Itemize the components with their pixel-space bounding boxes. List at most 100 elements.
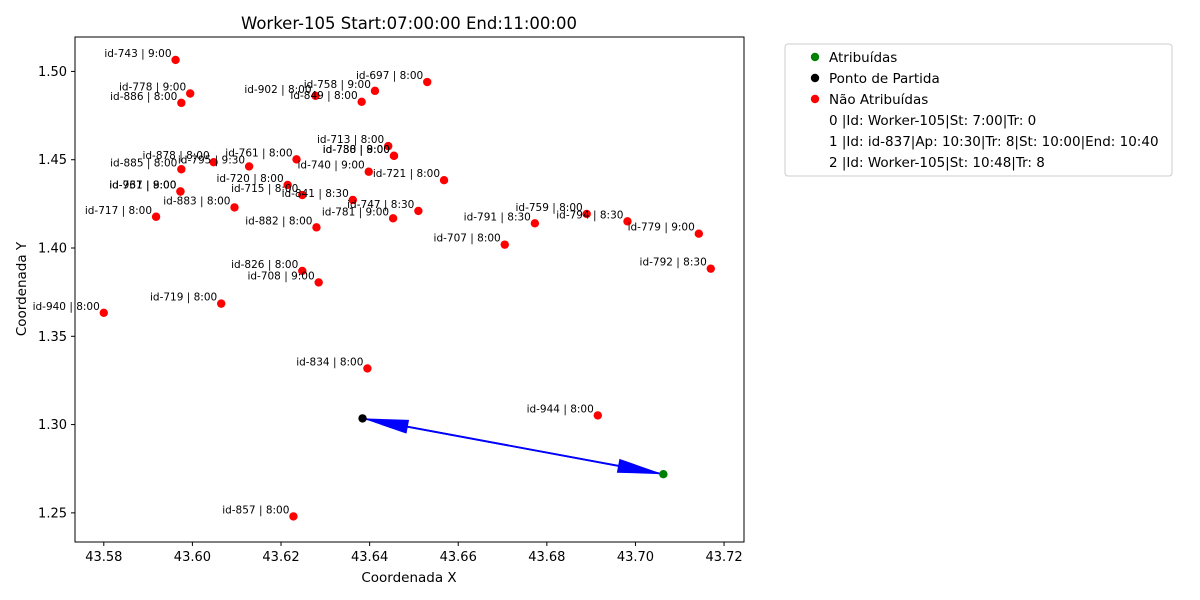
legend-entry-label: Atribuídas <box>829 50 897 66</box>
point-label: id-883 | 8:00 <box>163 195 230 207</box>
point-label: id-719 | 8:00 <box>150 292 217 304</box>
scatter-point <box>314 278 323 287</box>
scatter-point <box>244 162 254 171</box>
point-label: id-761 | 8:00 <box>225 147 292 159</box>
scatter-point <box>357 97 366 107</box>
y-tick-label: 1.25 <box>38 506 67 521</box>
scatter-point <box>659 469 668 479</box>
point-label: id-878 | 8:00 <box>142 150 209 162</box>
legend-entry-label: Ponto de Partida <box>829 71 940 87</box>
point-label: id-717 | 8:00 <box>85 205 152 217</box>
x-tick-label: 43.72 <box>705 550 742 565</box>
scatter-point <box>389 151 399 161</box>
point-label: id-759 | 8:00 <box>515 202 582 214</box>
scatter-point <box>177 165 186 174</box>
point-label: id-826 | 8:00 <box>231 259 298 271</box>
point-label: id-841 | 8:30 <box>282 188 349 200</box>
point-label: id-882 | 8:00 <box>245 215 312 227</box>
scatter-point <box>500 240 509 249</box>
point-label: id-713 | 8:00 <box>317 134 384 146</box>
y-tick-label: 1.50 <box>38 65 67 80</box>
scatter-point <box>289 512 298 521</box>
scatter-point <box>283 180 292 190</box>
point-label: id-940 | 8:00 <box>33 301 100 313</box>
x-axis-title: Coordenada X <box>361 570 456 586</box>
y-tick-label: 1.45 <box>38 153 67 168</box>
legend-marker <box>810 52 820 62</box>
scatter-point <box>706 264 715 273</box>
y-tick-label: 1.30 <box>38 418 67 433</box>
x-tick-label: 43.64 <box>351 550 388 565</box>
scatter-point <box>230 203 239 212</box>
x-tick-label: 43.68 <box>528 550 565 565</box>
point-label: id-747 | 8:30 <box>347 199 414 211</box>
point-label: id-791 | 8:30 <box>464 211 531 223</box>
point-label: id-708 | 9:00 <box>247 270 314 282</box>
scatter-point <box>298 266 307 276</box>
x-tick-label: 43.60 <box>174 550 211 565</box>
route-arrow-head <box>616 458 664 475</box>
scatter-point <box>217 299 226 308</box>
point-label: id-743 | 9:00 <box>104 48 171 60</box>
point-label: id-721 | 8:00 <box>373 168 440 180</box>
point-label: id-792 | 8:30 <box>640 257 707 269</box>
scatter-point <box>593 411 602 420</box>
point-label: id-779 | 9:00 <box>628 222 695 234</box>
point-label: id-885 | 8:00 <box>110 157 177 169</box>
point-label: id-795 | 9:30 <box>178 154 245 166</box>
point-label: id-720 | 8:00 <box>216 173 283 185</box>
point-label: id-758 | 9:00 <box>304 79 371 91</box>
scatter-point <box>439 176 449 185</box>
point-label: id-902 | 8:00 <box>244 84 311 96</box>
legend-marker <box>810 94 820 104</box>
scatter-point <box>312 223 321 232</box>
legend-entry-label: 2 |Id: Worker-105|St: 10:48|Tr: 8 <box>829 155 1045 171</box>
x-tick-label: 43.62 <box>262 550 299 565</box>
scatter-point <box>423 77 432 87</box>
scatter-point <box>694 229 704 238</box>
scatter-point <box>414 206 423 216</box>
route-arrow-shaft <box>407 425 664 476</box>
point-label: id-740 | 9:00 <box>298 160 365 172</box>
scatter-point <box>388 214 398 223</box>
x-tick-label: 43.58 <box>85 550 122 565</box>
scatter-point <box>363 364 372 373</box>
point-label: id-849 | 8:00 <box>290 90 357 102</box>
point-label: id-794 | 8:30 <box>556 209 623 221</box>
scatter-point <box>151 212 161 221</box>
point-label: id-715 | 8:00 <box>231 183 298 195</box>
point-label: id-961 | 9:00 <box>109 180 176 192</box>
scatter-point <box>358 414 367 423</box>
scatter-point <box>171 55 180 65</box>
scatter-point <box>384 141 393 151</box>
y-tick-label: 1.35 <box>38 330 67 345</box>
legend-entry-label: 0 |Id: Worker-105|St: 7:00|Tr: 0 <box>829 113 1036 129</box>
scatter-point <box>623 217 632 226</box>
point-label: id-886 | 8:00 <box>110 91 177 103</box>
scatter-point <box>177 98 186 108</box>
scatter-point <box>176 187 185 196</box>
point-label: id-834 | 8:00 <box>296 356 363 368</box>
legend-marker <box>810 73 820 83</box>
point-label: id-781 | 9:00 <box>322 206 389 218</box>
x-tick-label: 43.70 <box>617 550 654 565</box>
point-label: id-788 | 9:00 <box>323 144 390 156</box>
scatter-point <box>185 89 195 98</box>
scatter-point <box>99 308 108 318</box>
legend: Atribuídas Ponto de Partida Não Atribuídas… <box>784 43 1173 177</box>
x-tick-label: 43.66 <box>440 550 477 565</box>
point-label: id-730 | 8:00 <box>323 144 390 156</box>
point-label: id-778 | 9:00 <box>119 82 186 94</box>
legend-entry-label: 1 |Id: id-837|Ap: 10:30|Tr: 8|St: 10:00|… <box>829 134 1159 150</box>
y-axis-title: Coordenada Y <box>14 241 30 336</box>
scatter-point <box>311 91 320 100</box>
point-label: id-944 | 8:00 <box>527 403 594 415</box>
chart-title: Worker-105 Start:07:00:00 End:11:00:00 <box>241 14 577 33</box>
scatter-point <box>209 157 218 167</box>
plot-frame <box>74 36 745 543</box>
route-arrow-head <box>362 418 410 434</box>
legend-entry-label: Não Atribuídas <box>829 92 928 108</box>
scatter-point <box>370 86 380 96</box>
scatter-point <box>582 209 591 219</box>
point-label: id-857 | 8:00 <box>222 504 289 516</box>
